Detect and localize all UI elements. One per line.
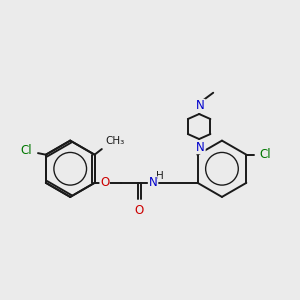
- Text: N: N: [196, 100, 205, 112]
- Text: Cl: Cl: [260, 148, 272, 161]
- Text: N: N: [148, 176, 157, 189]
- Text: H: H: [156, 171, 164, 181]
- Text: O: O: [100, 176, 109, 189]
- Text: N: N: [196, 141, 205, 154]
- Text: CH₃: CH₃: [105, 136, 124, 146]
- Text: Cl: Cl: [20, 143, 32, 157]
- Text: O: O: [135, 204, 144, 217]
